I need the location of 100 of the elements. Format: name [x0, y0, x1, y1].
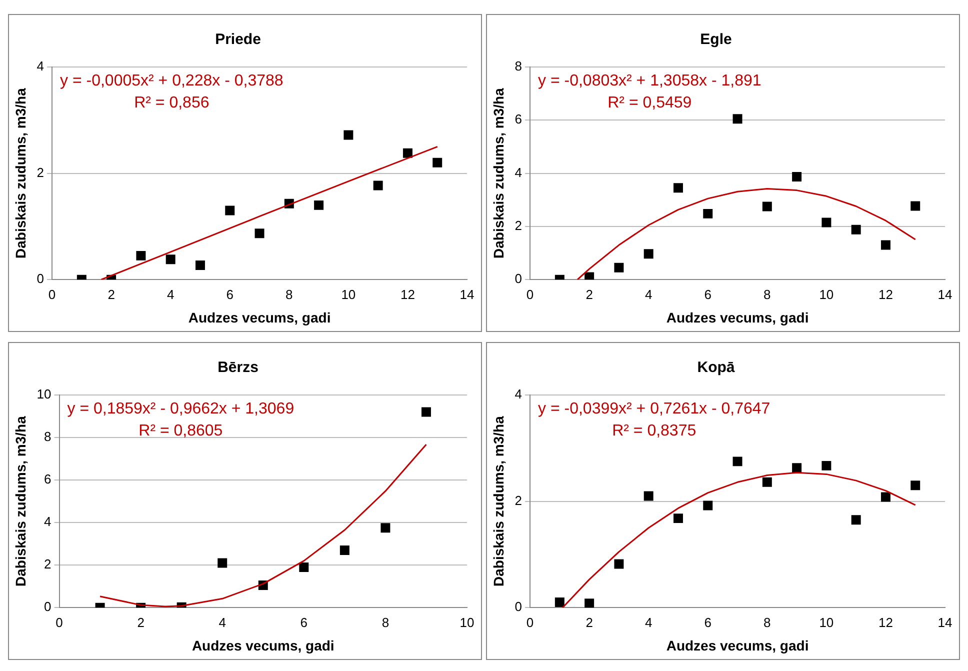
- point: [703, 500, 713, 510]
- point: [822, 460, 832, 470]
- point: [880, 492, 890, 502]
- point: [762, 477, 772, 487]
- annotation: R² = 0,8375: [612, 422, 696, 440]
- y-tick-label: 0: [36, 271, 44, 286]
- chart-title: Egle: [700, 31, 732, 48]
- point: [136, 250, 146, 260]
- point: [910, 480, 920, 490]
- y-tick-label: 8: [44, 429, 52, 444]
- y-tick-label: 8: [514, 58, 522, 74]
- annotation: y = -0,0803x² + 1,3058x - 1,891: [538, 72, 762, 90]
- point: [584, 598, 594, 608]
- annotation: R² = 0,5459: [608, 94, 692, 112]
- y-tick-label: 6: [514, 112, 522, 127]
- point: [644, 491, 654, 501]
- x-tick-label: 12: [400, 286, 415, 302]
- y-tick-label: 2: [514, 492, 522, 508]
- point: [703, 208, 713, 218]
- x-tick-label: 12: [878, 614, 893, 630]
- x-tick-label: 8: [764, 286, 771, 302]
- x-tick-label: 4: [644, 286, 652, 302]
- y-tick-label: 0: [514, 271, 522, 286]
- x-tick-label: 4: [644, 614, 652, 630]
- chart-title: Kopā: [697, 359, 736, 376]
- x-tick-label: 14: [460, 286, 474, 302]
- x-tick-label: 4: [166, 286, 174, 302]
- y-tick-label: 4: [44, 514, 52, 530]
- point: [218, 558, 228, 568]
- point: [792, 463, 802, 473]
- annotation: y = -0,0005x² + 0,228x - 0,3788: [60, 72, 284, 90]
- point: [373, 180, 383, 190]
- x-tick-label: 6: [704, 286, 712, 302]
- point: [402, 148, 412, 158]
- x-tick-label: 8: [286, 286, 293, 302]
- x-tick-label: 10: [819, 614, 834, 630]
- point: [851, 515, 861, 525]
- y-tick-label: 2: [36, 164, 44, 180]
- annotation: y = -0,0399x² + 0,7261x - 0,7647: [538, 400, 770, 418]
- point: [732, 114, 742, 124]
- x-tick-label: 6: [704, 614, 712, 630]
- y-tick-label: 6: [44, 472, 52, 487]
- point: [340, 545, 350, 555]
- point: [910, 201, 920, 211]
- x-tick-label: 10: [341, 286, 356, 302]
- point: [851, 224, 861, 234]
- x-axis-title: Audzes vecums, gadi: [192, 637, 334, 654]
- x-tick-label: 8: [764, 614, 771, 630]
- point: [732, 456, 742, 466]
- point: [254, 228, 264, 238]
- x-tick-label: 4: [218, 614, 226, 630]
- point: [584, 272, 594, 280]
- x-axis-title: Audzes vecums, gadi: [188, 309, 331, 326]
- x-axis-title: Audzes vecums, gadi: [666, 309, 809, 326]
- y-tick-label: 4: [514, 386, 522, 402]
- point: [614, 262, 624, 272]
- point: [299, 562, 309, 572]
- x-tick-label: 6: [300, 614, 308, 630]
- x-tick-label: 6: [226, 286, 234, 302]
- x-tick-label: 0: [56, 614, 63, 630]
- y-axis-title: Dabiskais zudums, m3/ha: [12, 416, 28, 587]
- x-tick-label: 14: [938, 614, 952, 630]
- y-axis-title: Dabiskais zudums, m3/ha: [490, 416, 506, 587]
- point: [554, 598, 564, 608]
- y-tick-label: 2: [44, 556, 52, 572]
- point: [614, 559, 624, 569]
- y-tick-label: 0: [514, 599, 522, 614]
- x-tick-label: 12: [878, 286, 893, 302]
- point: [822, 218, 832, 228]
- x-tick-label: 2: [108, 286, 115, 302]
- x-tick-label: 10: [460, 614, 474, 630]
- point: [644, 249, 654, 259]
- point: [432, 158, 442, 168]
- x-tick-label: 2: [137, 614, 144, 630]
- y-tick-label: 4: [36, 58, 44, 74]
- point: [166, 254, 176, 264]
- point: [880, 240, 890, 250]
- point: [673, 514, 683, 524]
- chart-title: Priede: [215, 31, 261, 48]
- y-tick-label: 10: [36, 386, 52, 402]
- y-tick-label: 4: [514, 164, 522, 180]
- y-axis-title: Dabiskais zudums, m3/ha: [490, 88, 506, 259]
- point: [314, 200, 324, 210]
- annotation: R² = 0,8605: [138, 422, 223, 440]
- x-tick-label: 0: [526, 286, 534, 302]
- point: [195, 260, 205, 270]
- y-tick-label: 2: [514, 218, 522, 234]
- point: [792, 172, 802, 182]
- annotation: R² = 0,856: [134, 94, 210, 112]
- point: [762, 202, 772, 212]
- y-tick-label: 0: [44, 599, 52, 614]
- y-axis-title: Dabiskais zudums, m3/ha: [12, 88, 28, 259]
- point: [380, 523, 390, 533]
- x-tick-label: 2: [586, 614, 593, 630]
- x-tick-label: 10: [819, 286, 834, 302]
- x-tick-label: 2: [586, 286, 593, 302]
- x-axis-title: Audzes vecums, gadi: [666, 637, 809, 654]
- chart-title: Bērzs: [218, 359, 258, 376]
- point: [421, 407, 431, 417]
- point: [225, 206, 235, 216]
